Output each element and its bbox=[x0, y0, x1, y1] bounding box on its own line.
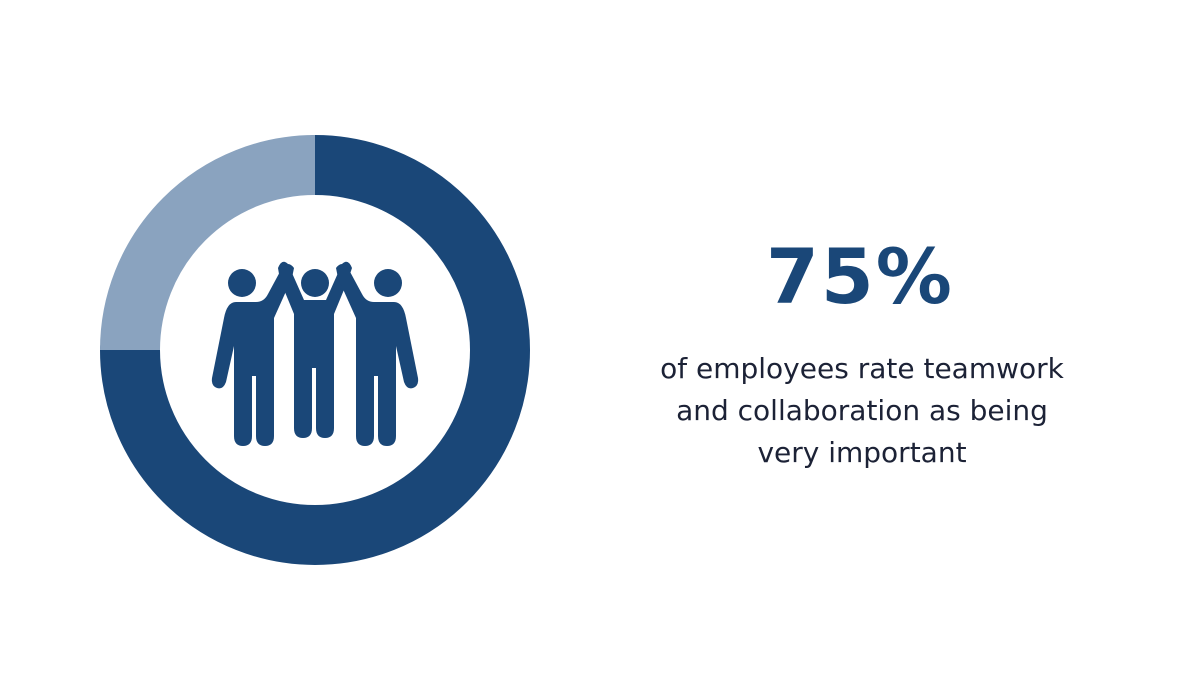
value-label: 75% bbox=[766, 232, 954, 321]
caption-line: and collaboration as being bbox=[676, 394, 1048, 427]
caption-line: very important bbox=[757, 436, 966, 469]
caption: of employees rate teamwork and collaborat… bbox=[660, 352, 1065, 469]
caption-line: of employees rate teamwork bbox=[660, 352, 1065, 385]
donut-segment bbox=[100, 135, 316, 351]
donut-segment bbox=[100, 135, 530, 565]
team-icon bbox=[211, 261, 419, 446]
